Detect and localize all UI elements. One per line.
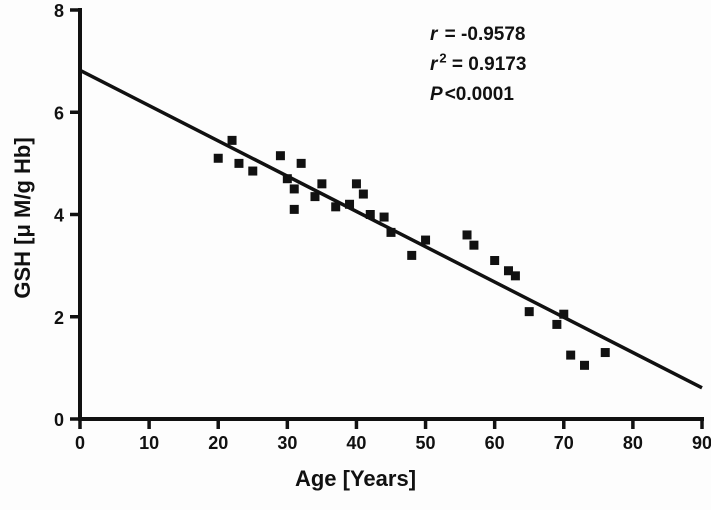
data-point (503, 266, 513, 276)
data-point (296, 158, 306, 168)
data-point (421, 235, 431, 245)
data-point (248, 166, 258, 176)
stat-symbol: r (430, 54, 438, 75)
y-tick-label: 8 (54, 1, 64, 21)
data-point (351, 179, 361, 189)
stat-r: r = -0.9578 (430, 20, 526, 50)
x-tick-label: 40 (346, 433, 366, 453)
x-tick-label: 60 (485, 433, 505, 453)
data-point (524, 307, 534, 317)
stat-superscript: 2 (439, 50, 447, 66)
data-point (289, 204, 299, 214)
y-axis-label: GSH [μ M/g Hb] (10, 137, 35, 299)
data-point (552, 319, 562, 329)
data-point (407, 250, 417, 260)
data-point (510, 271, 520, 281)
data-point (386, 227, 396, 237)
data-point (358, 189, 368, 199)
data-point (600, 348, 610, 358)
data-point (345, 199, 355, 209)
x-tick-label: 70 (554, 433, 574, 453)
data-point (379, 212, 389, 222)
stat-value: = -0.9578 (439, 24, 526, 45)
data-point (234, 158, 244, 168)
data-point (227, 135, 237, 145)
x-tick-label: 10 (139, 433, 159, 453)
y-tick-label: 2 (54, 308, 64, 328)
data-point (289, 184, 299, 194)
x-tick-label: 20 (208, 433, 228, 453)
data-point (275, 151, 285, 161)
data-point (490, 256, 500, 266)
data-point (310, 192, 320, 202)
data-point (559, 309, 569, 319)
stat-p-value: P <0.0001 (430, 80, 526, 110)
data-point (213, 153, 223, 163)
x-tick-label: 0 (75, 433, 85, 453)
x-tick-label: 80 (623, 433, 643, 453)
x-axis-label: Age [Years] (294, 466, 417, 491)
y-tick-label: 0 (54, 410, 64, 430)
data-point (469, 240, 479, 250)
y-tick-label: 6 (54, 103, 64, 123)
y-tick-label: 4 (54, 206, 64, 226)
stat-value: <0.0001 (444, 84, 514, 105)
data-point (331, 202, 341, 212)
x-tick-label: 50 (416, 433, 436, 453)
data-point (580, 360, 590, 370)
data-point (462, 230, 472, 240)
data-point (282, 174, 292, 184)
data-point (365, 210, 375, 219)
stat-symbol: P (430, 84, 443, 105)
stat-symbol: r (430, 24, 438, 45)
data-point (566, 350, 576, 360)
x-tick-label: 30 (277, 433, 297, 453)
x-tick-label: 90 (692, 433, 711, 453)
stat-value: = 0.9173 (446, 54, 527, 75)
data-point (317, 179, 327, 189)
